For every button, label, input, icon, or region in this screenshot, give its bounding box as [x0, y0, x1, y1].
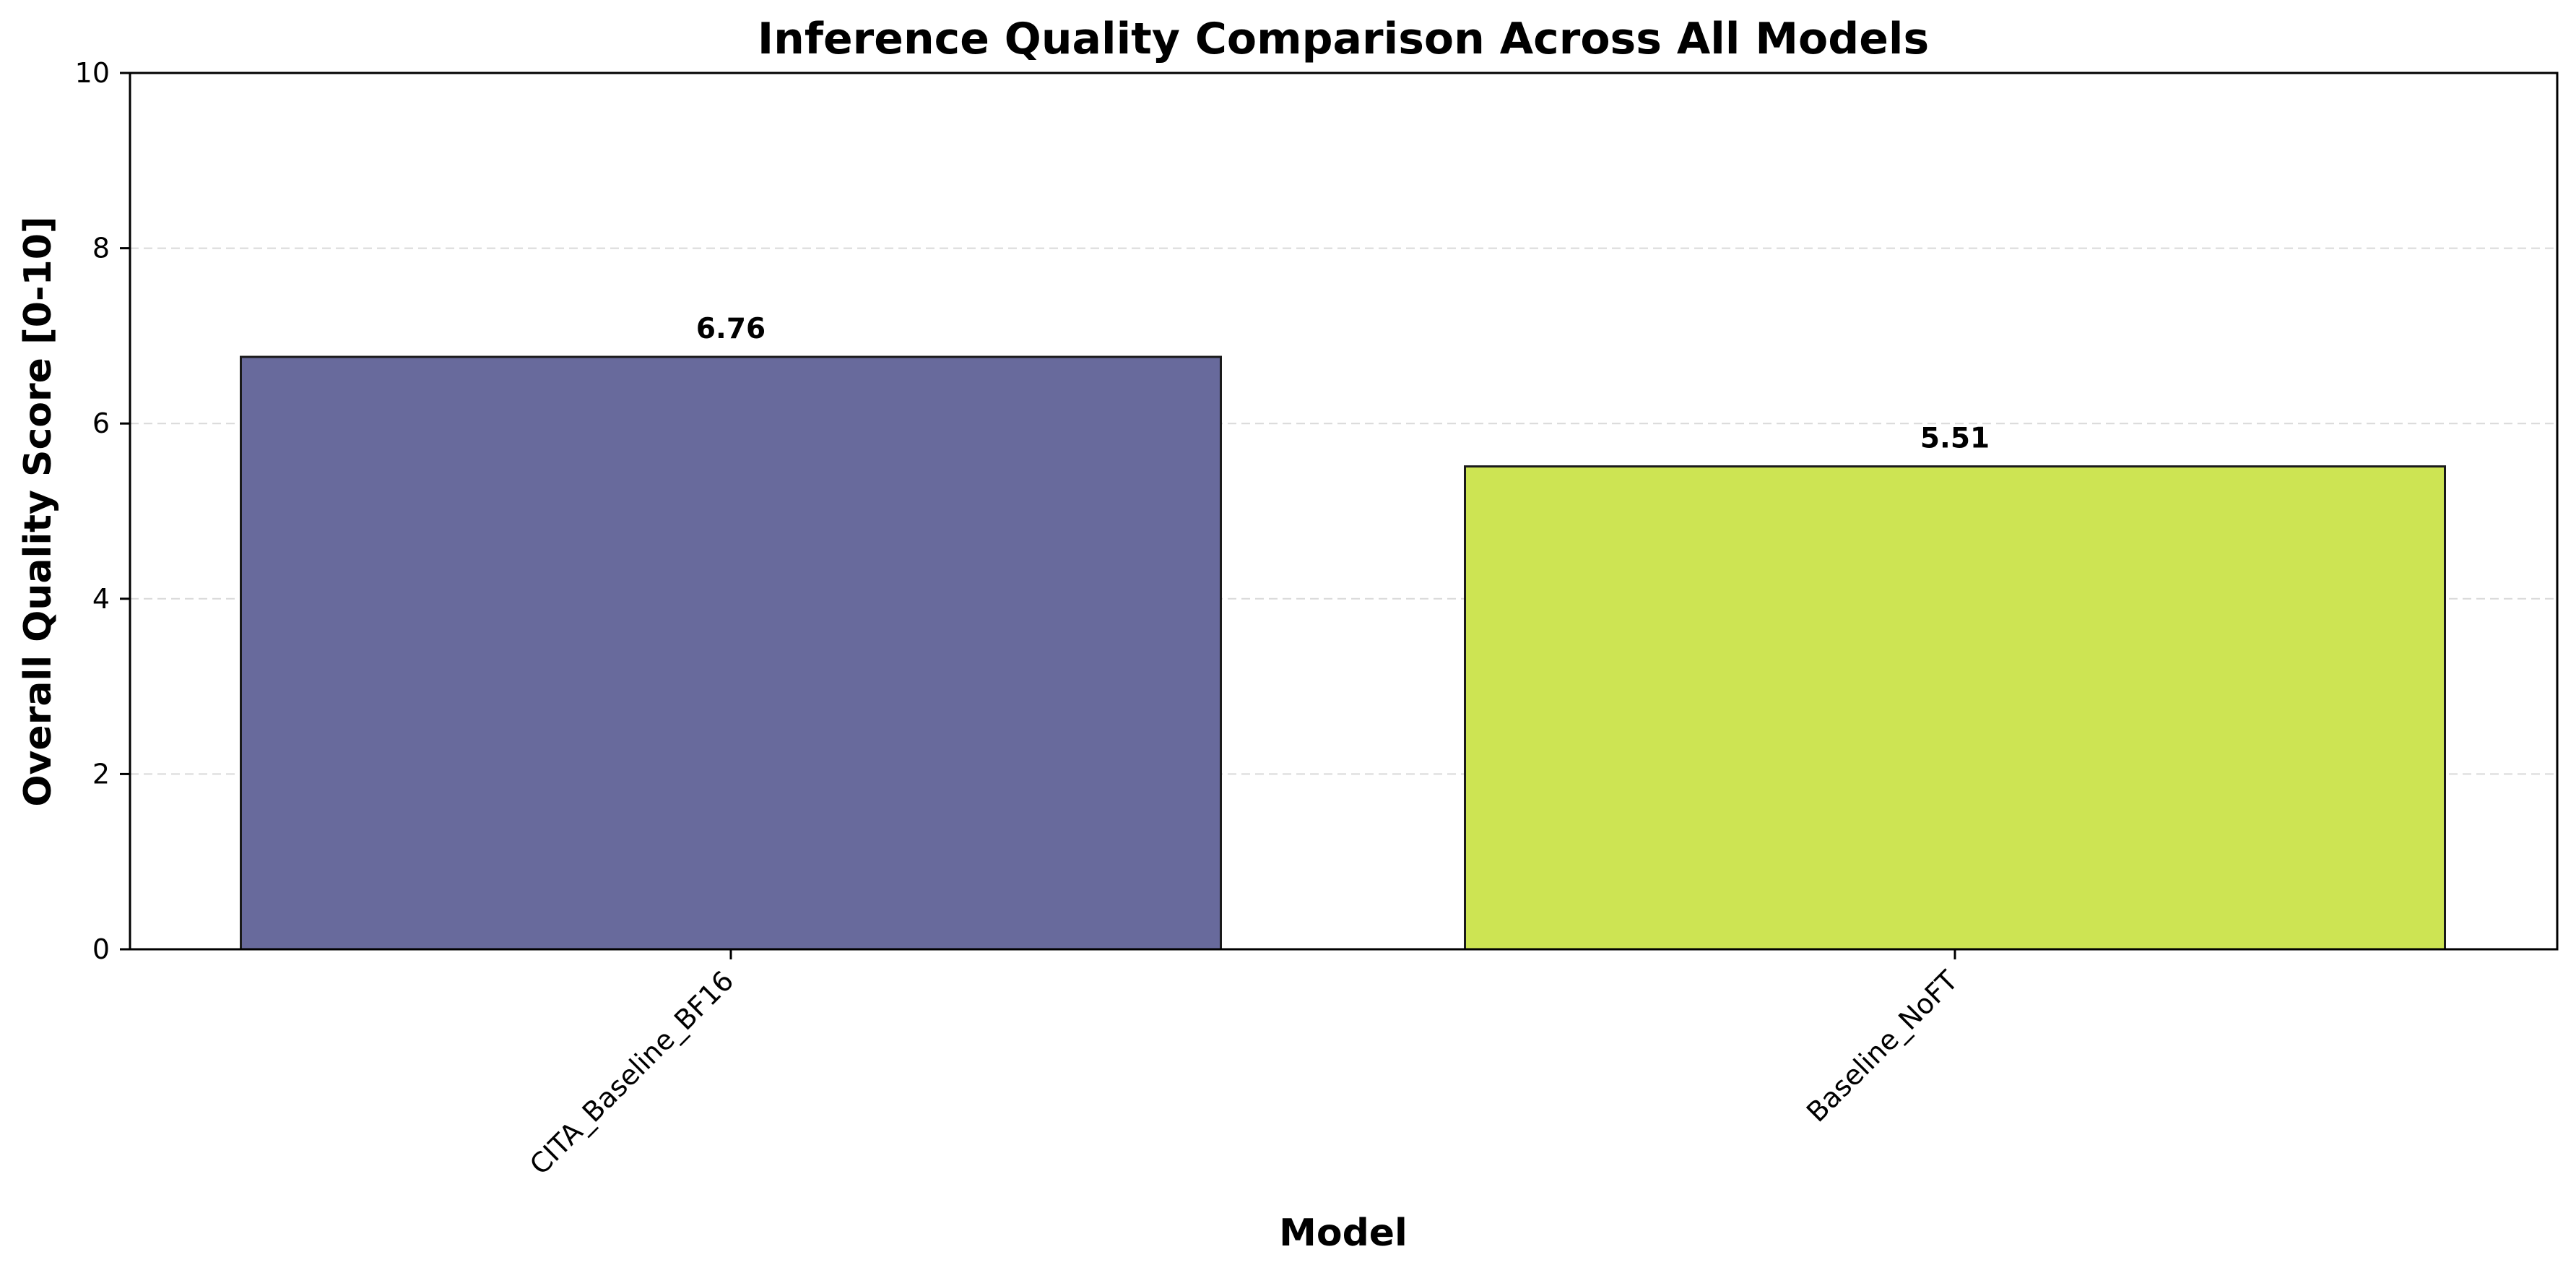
y-tick-label: 6: [92, 407, 110, 439]
plot-frame: [129, 72, 2559, 951]
y-axis-ticks: 0 2 4 6 8 10: [75, 57, 130, 965]
x-tick-label: Baseline_NoFT: [1800, 964, 1964, 1128]
bar-value-label: 5.51: [1920, 423, 1990, 455]
y-tick-label: 8: [92, 233, 110, 264]
y-tick-label: 0: [92, 933, 110, 965]
bars: [240, 355, 2446, 951]
y-tick-label: 4: [92, 583, 110, 615]
x-axis-ticks: CITA_Baseline_BF16 Baseline_NoFT: [524, 949, 1964, 1181]
bar-cita-baseline-bf16: [240, 355, 1222, 951]
chart-title: Inference Quality Comparison Across All …: [758, 14, 1929, 64]
bar-value-label: 6.76: [696, 313, 766, 345]
x-tick-label: CITA_Baseline_BF16: [524, 964, 740, 1180]
y-tick-label: 2: [92, 758, 110, 790]
x-axis-label: Model: [1279, 1212, 1408, 1255]
bar-baseline-noft: [1464, 465, 2446, 951]
bar-value-labels: 6.76 5.51: [696, 313, 1990, 455]
y-tick-label: 10: [75, 57, 110, 89]
y-axis-label: Overall Quality Score [0-10]: [17, 216, 60, 806]
